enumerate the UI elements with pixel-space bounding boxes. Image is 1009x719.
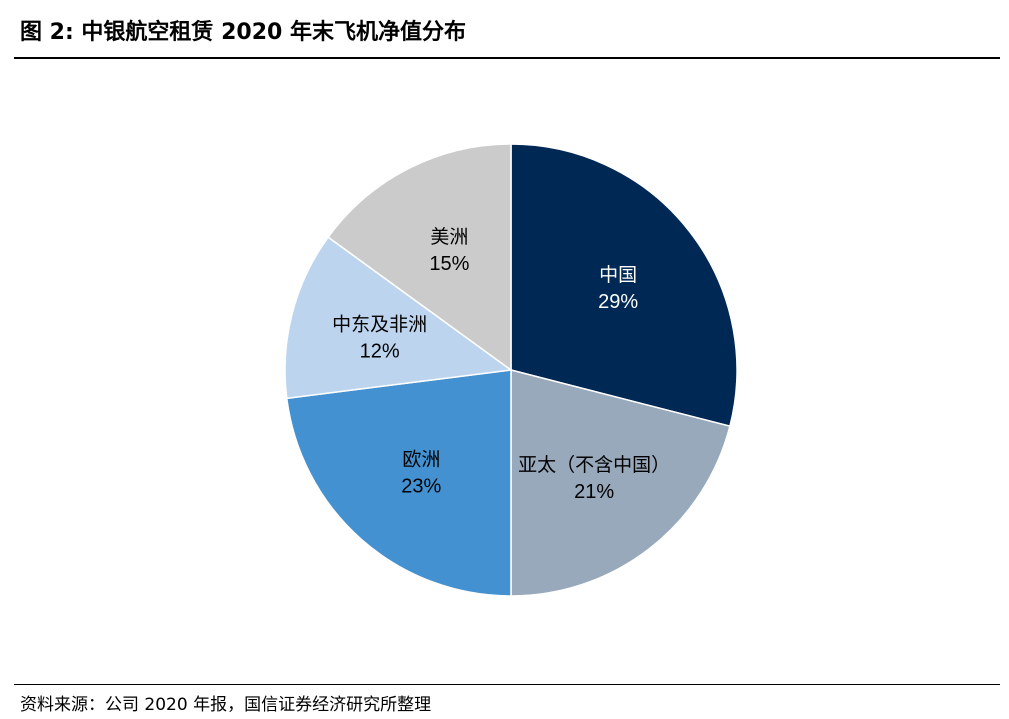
- pie-chart: 中国 29% 亚太（不含中国） 21% 欧洲 23% 中东及非洲 12% 美洲 15%: [284, 143, 738, 597]
- slice-name-label: 美洲: [430, 226, 468, 248]
- pie-labels: 中国 29% 亚太（不含中国） 21% 欧洲 23% 中东及非洲 12% 美洲 15%: [332, 226, 670, 503]
- pie-slice-2: [285, 369, 512, 597]
- pie-slice-4: [327, 143, 512, 372]
- slice-percent-label: 12%: [360, 340, 400, 362]
- source-note: 资料来源：公司 2020 年报，国信证券经济研究所整理: [20, 695, 432, 715]
- footer-divider: [14, 684, 1000, 685]
- slice-percent-label: 23%: [401, 476, 441, 498]
- title-divider: [14, 57, 1000, 59]
- pie-chart-container: 中国 29% 亚太（不含中国） 21% 欧洲 23% 中东及非洲 12% 美洲 15%: [0, 60, 1009, 680]
- slice-name-label: 欧洲: [402, 449, 440, 471]
- slice-name-label: 中国: [599, 264, 637, 286]
- figure-title: 图 2: 中银航空租赁 2020 年末飞机净值分布: [20, 20, 466, 45]
- slice-percent-label: 15%: [429, 253, 469, 275]
- slice-percent-label: 29%: [598, 291, 638, 313]
- slice-name-label: 中东及非洲: [332, 313, 427, 335]
- pie-slice-0: [510, 143, 738, 428]
- pie-slice-1: [510, 369, 731, 597]
- pie-slice-3: [284, 236, 513, 400]
- pie-slices: [284, 143, 738, 597]
- slice-percent-label: 21%: [574, 481, 614, 503]
- slice-name-label: 亚太（不含中国）: [518, 454, 670, 476]
